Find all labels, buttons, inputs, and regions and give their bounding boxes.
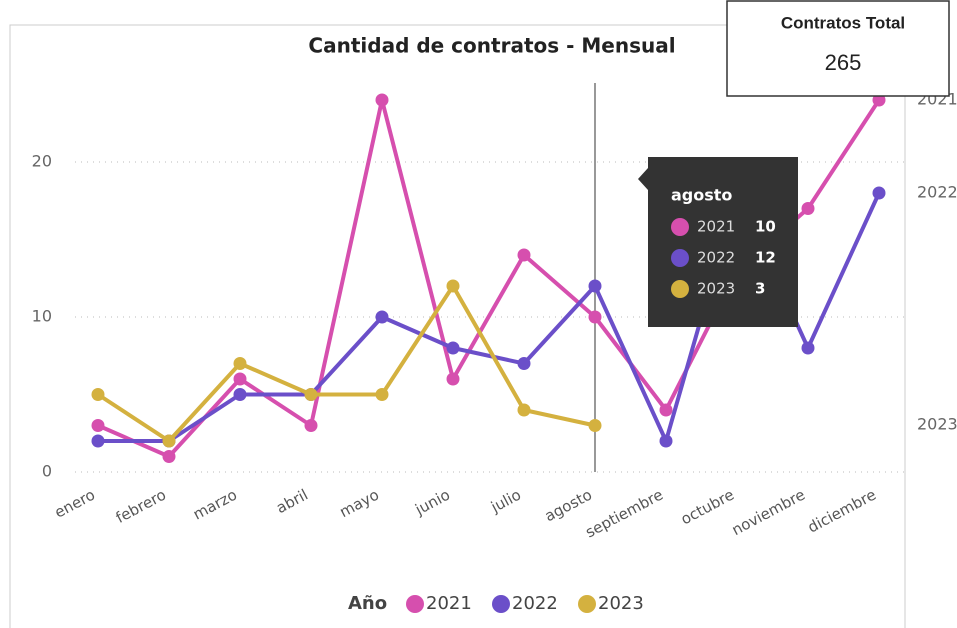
legend-swatch — [578, 595, 596, 613]
data-point — [446, 279, 460, 293]
tooltip-series: 2022 — [697, 249, 735, 267]
y-tick-label: 0 — [42, 462, 52, 481]
data-point — [233, 372, 247, 386]
data-point — [162, 434, 176, 448]
data-point — [233, 388, 247, 401]
tooltip-value: 10 — [755, 218, 776, 236]
data-point — [517, 403, 531, 417]
tooltip-header: agosto — [671, 186, 732, 205]
data-point — [517, 248, 531, 262]
tooltip-value: 12 — [755, 249, 776, 267]
legend-label: 2022 — [512, 593, 558, 614]
legend-swatch — [406, 595, 424, 613]
data-point — [588, 419, 602, 432]
legend-label: 2021 — [426, 593, 472, 614]
series-end-label: 2022 — [917, 183, 957, 202]
data-point — [801, 341, 815, 355]
tooltip-box — [638, 157, 798, 327]
tooltip-series: 2023 — [697, 280, 735, 298]
data-point — [91, 388, 105, 401]
data-point — [517, 357, 531, 370]
data-point — [872, 186, 886, 200]
data-point — [375, 388, 389, 401]
data-point — [659, 434, 673, 448]
data-point — [801, 202, 815, 215]
data-point — [375, 310, 389, 324]
y-tick-label: 20 — [32, 152, 52, 171]
tooltip-swatch — [671, 218, 689, 236]
data-point — [162, 450, 176, 463]
kpi-card — [726, 0, 950, 97]
data-point — [659, 403, 673, 417]
legend-title: Año — [348, 593, 387, 614]
tooltip: agosto 2021 10 2022 12 2023 3 — [638, 157, 798, 327]
series-line — [96, 284, 596, 443]
data-point — [446, 341, 460, 355]
data-point — [304, 388, 318, 401]
data-point — [304, 419, 318, 432]
kpi-title: Contratos Total — [781, 13, 905, 32]
tooltip-value: 3 — [755, 280, 765, 298]
tooltip-swatch — [671, 280, 689, 298]
tooltip-swatch — [671, 249, 689, 267]
data-point — [588, 279, 602, 293]
legend-label: 2023 — [598, 593, 644, 614]
tooltip-series: 2021 — [697, 218, 735, 236]
data-point — [446, 372, 460, 386]
legend-swatch — [492, 595, 510, 613]
data-point — [588, 310, 602, 324]
y-tick-label: 10 — [32, 307, 52, 326]
data-point — [91, 434, 105, 448]
data-point — [233, 357, 247, 370]
data-point — [91, 419, 105, 432]
kpi-value: 265 — [825, 50, 862, 75]
series-end-label: 2023 — [917, 415, 957, 434]
chart-title: Cantidad de contratos - Mensual — [308, 34, 675, 58]
data-point — [375, 93, 389, 107]
